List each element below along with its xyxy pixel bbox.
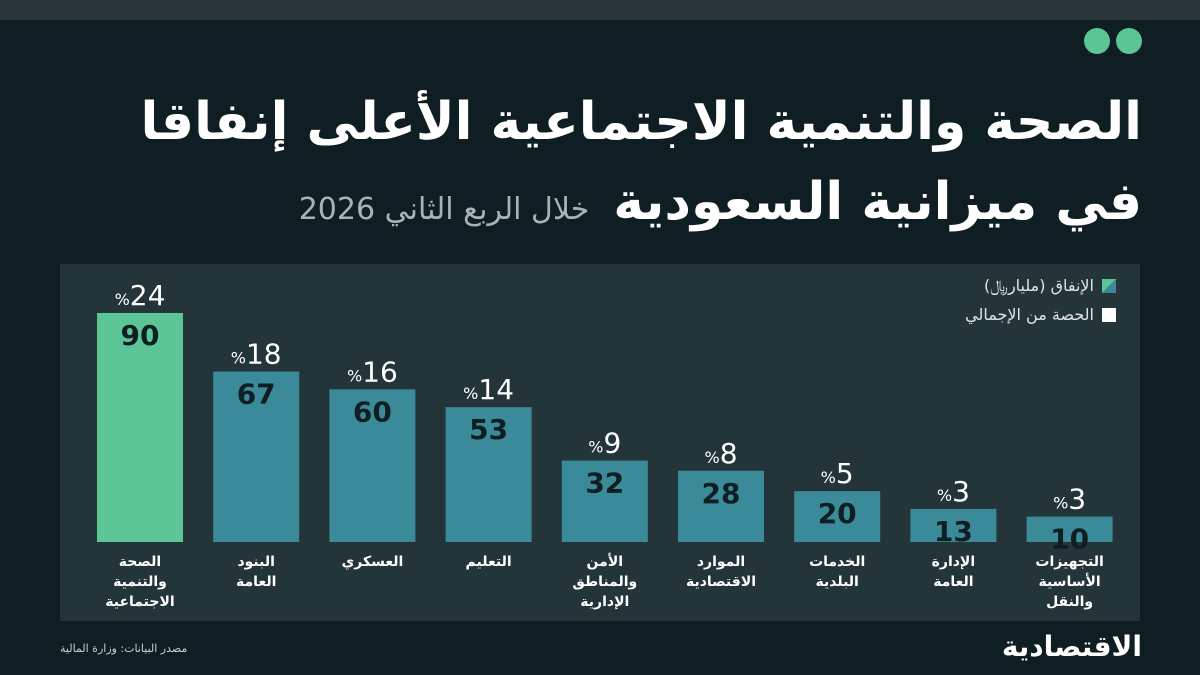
dot-icon (1084, 28, 1110, 54)
category-label-0: الصحة والتنمية الاجتماعية (105, 554, 175, 610)
share-label-1: %18 (231, 338, 282, 371)
bar-value-label-5: 28 (702, 477, 741, 510)
category-label-1: البنود العامة (236, 554, 277, 590)
legend-label-share: الحصة من الإجمالي (965, 305, 1094, 324)
bar-7 (910, 508, 997, 542)
dot-icon (1116, 28, 1142, 54)
bar-2 (329, 389, 416, 542)
bar-1 (213, 371, 300, 542)
brand-logo: الاقتصادية (1001, 630, 1142, 663)
bar-0 (97, 313, 183, 542)
source-note: مصدر البيانات: وزارة المالية (60, 642, 188, 655)
bar-value-label-0: 90 (121, 319, 160, 352)
share-label-0: %24 (115, 279, 166, 312)
category-label-3: التعليم (465, 554, 512, 570)
bar-5 (678, 470, 764, 542)
category-label-2: العسكري (341, 554, 404, 570)
title-line-2: في ميزانية السعودية (613, 172, 1142, 232)
bar-6 (794, 491, 881, 542)
subtitle: خلال الربع الثاني 2026 (298, 192, 590, 227)
legend-item-spending: الإنفاق (مليار﷼) (965, 276, 1116, 296)
category-label-6: الخدمات البلدية (809, 554, 866, 590)
bar-value-label-7: 13 (934, 515, 973, 548)
bar-value-label-6: 20 (818, 497, 857, 530)
bar-value-label-4: 32 (585, 467, 624, 500)
share-label-3: %14 (463, 373, 514, 406)
title-line-1: الصحة والتنمية الاجتماعية الأعلى إنفاقا (140, 92, 1142, 152)
bar-value-label-8: 10 (1050, 523, 1089, 556)
bar-8 (1026, 516, 1113, 542)
bar-value-label-2: 60 (353, 395, 392, 428)
category-label-4: الأمن والمناطق الإدارية (572, 554, 638, 610)
share-label-7: %3 (937, 475, 970, 508)
share-label-5: %8 (704, 437, 737, 470)
share-label-6: %5 (821, 457, 854, 490)
legend-item-share: الحصة من الإجمالي (965, 305, 1116, 324)
bar-3 (445, 407, 532, 542)
title-line-2-row: في ميزانية السعودية خلال الربع الثاني 20… (42, 162, 1142, 250)
share-label-2: %16 (347, 355, 398, 388)
category-label-8: التجهيزات الأساسية والنقل (1035, 554, 1104, 610)
brand-dots (1084, 28, 1142, 54)
legend-label-spending: الإنفاق (مليار﷼) (984, 276, 1094, 295)
legend: الإنفاق (مليار﷼) الحصة من الإجمالي (965, 276, 1116, 333)
category-label-5: الموارد الاقتصادية (685, 554, 757, 590)
bar-value-label-3: 53 (469, 413, 508, 446)
share-label-4: %9 (588, 427, 621, 460)
legend-swatch-share (1102, 307, 1116, 322)
bar-value-label-1: 67 (237, 378, 276, 411)
legend-swatch-spending (1102, 279, 1116, 293)
bar-4 (561, 460, 648, 542)
top-strip (0, 0, 1200, 20)
page-title: الصحة والتنمية الاجتماعية الأعلى إنفاقا … (42, 82, 1142, 250)
category-label-7: الإدارة العامة (931, 554, 976, 590)
share-label-8: %3 (1053, 483, 1086, 516)
